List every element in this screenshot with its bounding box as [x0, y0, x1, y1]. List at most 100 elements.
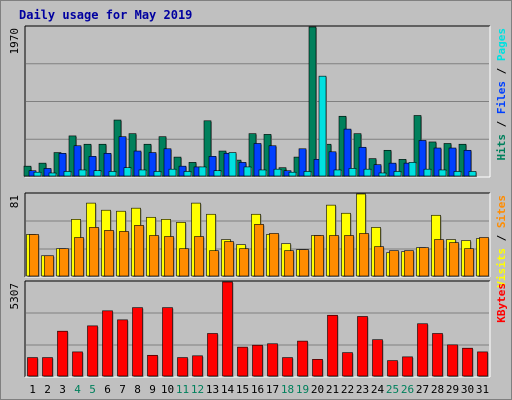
- legend-entry: KBytes: [495, 283, 508, 323]
- bar-files-10: [163, 148, 172, 177]
- bar-pages-30: [468, 171, 477, 177]
- bar-pages-21: [333, 169, 342, 177]
- bar-files-25: [388, 162, 397, 177]
- x-tick-label: 16: [251, 383, 264, 396]
- bar-files-8: [133, 150, 142, 177]
- bar-files-3: [58, 153, 67, 177]
- bar-kbytes-16: [252, 344, 263, 377]
- legend-entry: Pages: [495, 28, 508, 61]
- bar-sites-4: [74, 237, 84, 277]
- bar-sites-24: [374, 246, 384, 277]
- bar-kbytes-25: [387, 360, 398, 377]
- legend-entry: /: [495, 114, 508, 134]
- bar-kbytes-28: [432, 333, 443, 377]
- bar-pages-4: [78, 169, 87, 177]
- bar-sites-17: [269, 233, 279, 277]
- bar-sites-11: [179, 248, 189, 277]
- bar-kbytes-21: [327, 314, 338, 377]
- legend-top: Hits / Files / Pages: [495, 28, 508, 161]
- x-tick-label: 21: [326, 383, 339, 396]
- x-tick-label: 31: [476, 383, 489, 396]
- bar-files-17: [268, 145, 277, 177]
- bar-sites-21: [329, 235, 339, 277]
- x-tick-label: 22: [341, 383, 354, 396]
- bar-pages-28: [438, 169, 447, 177]
- bar-sites-16: [254, 224, 264, 277]
- bar-kbytes-26: [402, 356, 413, 377]
- bar-pages-15: [243, 166, 252, 177]
- bar-files-16: [253, 143, 262, 177]
- bar-sites-23: [359, 233, 369, 277]
- x-tick-label: 4: [74, 383, 81, 396]
- bar-sites-15: [239, 248, 249, 277]
- x-tick-label: 26: [401, 383, 414, 396]
- x-tick-label: 29: [446, 383, 459, 396]
- y-max-label-middle: 81: [8, 195, 21, 208]
- bar-pages-5: [93, 170, 102, 177]
- x-tick-label: 15: [236, 383, 249, 396]
- bar-files-5: [88, 156, 97, 177]
- bar-sites-30: [464, 248, 474, 277]
- y-max-label-bottom: 5307: [8, 283, 21, 310]
- bar-pages-25: [393, 171, 402, 177]
- bar-kbytes-5: [87, 325, 98, 377]
- bar-sites-6: [104, 230, 114, 277]
- bar-sites-20: [314, 235, 324, 277]
- x-tick-label: 1: [29, 383, 36, 396]
- bar-kbytes-20: [312, 359, 323, 377]
- x-tick-label: 20: [311, 383, 324, 396]
- bar-pages-11: [183, 171, 192, 177]
- bar-kbytes-2: [42, 357, 53, 377]
- bar-files-24: [373, 164, 382, 177]
- bar-files-13: [208, 156, 217, 177]
- legend-entry: /: [495, 61, 508, 81]
- bar-kbytes-29: [447, 344, 458, 377]
- bar-files-2: [43, 168, 52, 177]
- bar-kbytes-31: [477, 351, 488, 377]
- bar-sites-10: [164, 236, 174, 277]
- bar-sites-12: [194, 236, 204, 277]
- bar-kbytes-30: [462, 347, 473, 377]
- y-max-label-top: 1970: [8, 28, 21, 55]
- bar-files-29: [448, 147, 457, 177]
- bar-pages-29: [453, 171, 462, 177]
- x-tick-label: 28: [431, 383, 444, 396]
- x-tick-label: 8: [134, 383, 141, 396]
- bar-pages-12: [198, 166, 207, 177]
- bar-sites-8: [134, 225, 144, 277]
- bar-kbytes-22: [342, 352, 353, 377]
- bar-kbytes-9: [147, 354, 158, 377]
- bar-pages-19: [303, 171, 312, 177]
- x-tick-label: 7: [119, 383, 126, 396]
- bar-pages-18: [288, 171, 297, 177]
- bar-files-30: [463, 149, 472, 177]
- bar-files-21: [328, 151, 337, 177]
- bar-pages-2: [48, 172, 57, 177]
- bar-hits-13: [203, 120, 212, 177]
- bar-pages-7: [123, 167, 132, 177]
- legend-middle: Visits / Sites: [495, 195, 508, 288]
- bar-pages-22: [348, 168, 357, 177]
- bar-kbytes-4: [72, 351, 83, 377]
- x-tick-label: 18: [281, 383, 294, 396]
- x-tick-label: 24: [371, 383, 385, 396]
- legend-entry: Sites: [495, 195, 508, 228]
- x-tick-label: 25: [386, 383, 399, 396]
- bar-sites-1: [29, 234, 39, 277]
- legend-entry: Visits: [495, 248, 508, 288]
- bar-sites-26: [404, 250, 414, 277]
- bar-pages-8: [138, 169, 147, 177]
- bar-sites-5: [89, 227, 99, 277]
- legend-bottom: KBytes: [495, 283, 508, 323]
- bar-kbytes-12: [192, 355, 203, 377]
- bar-sites-13: [209, 250, 219, 277]
- bar-sites-28: [434, 239, 444, 277]
- x-tick-label: 6: [104, 383, 111, 396]
- bar-pages-26: [408, 162, 417, 177]
- x-tick-label: 30: [461, 383, 474, 396]
- x-tick-label: 11: [176, 383, 189, 396]
- bar-kbytes-1: [27, 357, 38, 377]
- bar-sites-18: [284, 250, 294, 277]
- bar-files-28: [433, 147, 442, 177]
